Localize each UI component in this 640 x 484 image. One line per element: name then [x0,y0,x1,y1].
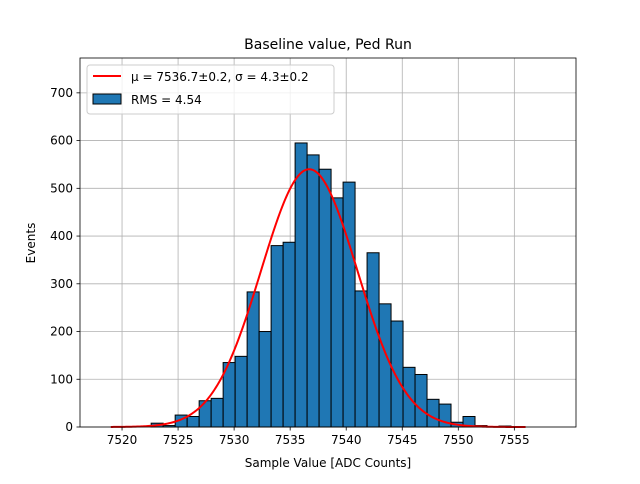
histogram-bar [199,401,211,427]
legend-histogram-label: RMS = 4.54 [131,93,202,107]
histogram-bar [391,321,403,427]
histogram-bar [187,416,199,427]
x-tick-label: 7520 [107,433,138,447]
histogram-bar [415,374,427,427]
chart-title: Baseline value, Ped Run [244,37,412,53]
legend: μ = 7536.7±0.2, σ = 4.3±0.2 RMS = 4.54 [87,65,334,114]
histogram-bar [283,242,295,427]
histogram-bar [367,253,379,427]
histogram-bar [355,291,367,427]
legend-histogram-swatch [93,94,121,104]
histogram-bar [343,182,355,427]
y-axis-label: Events [24,223,38,264]
x-tick-label: 7540 [331,433,362,447]
x-tick-label: 7555 [499,433,530,447]
histogram-bar [307,155,319,427]
y-tick-label: 500 [50,181,73,195]
histogram-bar [427,399,439,427]
x-tick-label: 7545 [387,433,418,447]
x-axis-label: Sample Value [ADC Counts] [245,456,411,470]
x-tick-label: 7550 [443,433,474,447]
y-tick-label: 600 [50,134,73,148]
histogram-bar [271,246,283,427]
y-tick-label: 400 [50,229,73,243]
y-tick-label: 100 [50,372,73,386]
histogram-bar [211,398,223,427]
histogram-bar [295,143,307,427]
y-tick-label: 300 [50,277,73,291]
legend-fit-label: μ = 7536.7±0.2, σ = 4.3±0.2 [131,70,309,84]
y-tick-label: 200 [50,325,73,339]
histogram-bar [379,304,391,427]
histogram-bar [259,332,271,427]
histogram-bar [235,356,247,427]
x-tick-label: 7525 [163,433,194,447]
y-tick-label: 700 [50,86,73,100]
histogram-bar [319,169,331,427]
histogram-bars [151,143,511,427]
histogram-bar [331,198,343,427]
x-tick-label: 7535 [275,433,306,447]
y-tick-label: 0 [65,420,73,434]
x-tick-label: 7530 [219,433,250,447]
